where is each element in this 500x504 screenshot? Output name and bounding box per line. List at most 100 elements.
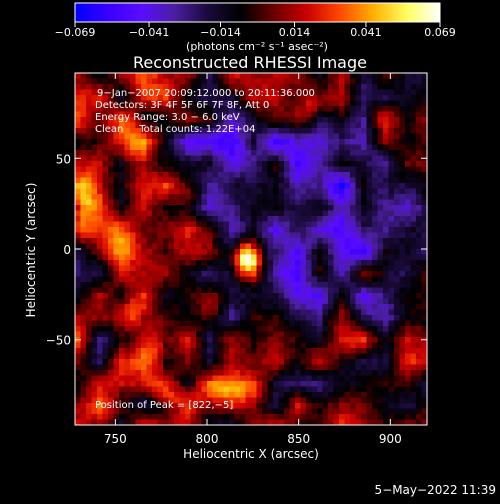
- heatmap-cell: [218, 150, 224, 156]
- heatmap-cell: [333, 122, 340, 129]
- heatmap-cell: [289, 392, 296, 398]
- heatmap-cell: [399, 194, 406, 200]
- heatmap-cell: [223, 221, 230, 228]
- heatmap-cell: [344, 282, 351, 288]
- heatmap-cell: [333, 392, 340, 398]
- heatmap-cell: [168, 128, 175, 134]
- heatmap-cell: [190, 221, 197, 228]
- heatmap-cell: [102, 194, 109, 200]
- heatmap-cell: [196, 243, 202, 250]
- heatmap-cell: [366, 210, 373, 217]
- heatmap-cell: [339, 117, 345, 123]
- heatmap-cell: [388, 414, 395, 420]
- heatmap-cell: [300, 144, 307, 151]
- heatmap-cell: [306, 287, 312, 294]
- heatmap-cell: [245, 403, 252, 409]
- heatmap-cell: [108, 271, 114, 277]
- heatmap-cell: [366, 194, 373, 200]
- heatmap-cell: [130, 397, 136, 404]
- heatmap-cell: [289, 84, 296, 90]
- heatmap-cell: [174, 392, 180, 398]
- heatmap-cell: [185, 205, 191, 211]
- heatmap-cell: [135, 287, 142, 294]
- heatmap-cell: [146, 73, 153, 79]
- heatmap-cell: [256, 392, 263, 398]
- heatmap-cell: [240, 304, 246, 310]
- heatmap-cell: [399, 139, 406, 145]
- heatmap-cell: [410, 408, 417, 415]
- heatmap-cell: [102, 337, 109, 343]
- heatmap-cell: [333, 89, 340, 96]
- heatmap-cell: [157, 282, 164, 288]
- heatmap-cell: [163, 95, 169, 101]
- heatmap-cell: [97, 403, 103, 409]
- heatmap-cell: [108, 227, 114, 233]
- heatmap-cell: [163, 359, 169, 365]
- heatmap-cell: [311, 287, 318, 294]
- heatmap-cell: [328, 205, 334, 211]
- heatmap-cell: [86, 216, 92, 222]
- heatmap-cell: [108, 375, 114, 382]
- heatmap-cell: [366, 100, 373, 107]
- heatmap-cell: [108, 392, 114, 398]
- heatmap-cell: [344, 265, 351, 272]
- heatmap-cell: [388, 205, 395, 211]
- heatmap-cell: [80, 133, 87, 140]
- heatmap-cell: [388, 293, 395, 299]
- heatmap-cell: [130, 133, 136, 140]
- heatmap-cell: [75, 216, 81, 222]
- heatmap-cell: [245, 375, 252, 382]
- heatmap-cell: [91, 348, 98, 354]
- heatmap-cell: [284, 194, 290, 200]
- heatmap-cell: [80, 309, 87, 316]
- heatmap-cell: [306, 122, 312, 129]
- heatmap-cell: [168, 238, 175, 244]
- heatmap-cell: [405, 221, 411, 228]
- heatmap-cell: [306, 155, 312, 162]
- heatmap-cell: [124, 188, 131, 195]
- heatmap-cell: [350, 238, 356, 244]
- heatmap-cell: [234, 133, 241, 140]
- heatmap-cell: [245, 276, 252, 283]
- heatmap-cell: [262, 199, 268, 206]
- heatmap-cell: [372, 238, 378, 244]
- heatmap-cell: [388, 315, 395, 321]
- heatmap-cell: [273, 408, 279, 415]
- heatmap-cell: [119, 188, 125, 195]
- heatmap-cell: [355, 276, 362, 283]
- heatmap-cell: [262, 216, 268, 222]
- heatmap-cell: [102, 304, 109, 310]
- heatmap-cell: [86, 155, 92, 162]
- heatmap-cell: [328, 320, 334, 327]
- heatmap-cell: [97, 408, 103, 415]
- heatmap-cell: [344, 122, 351, 129]
- heatmap-cell: [80, 348, 87, 354]
- heatmap-cell: [328, 375, 334, 382]
- heatmap-cell: [240, 84, 246, 90]
- heatmap-cell: [295, 298, 301, 305]
- heatmap-cell: [124, 419, 131, 426]
- heatmap-cell: [361, 150, 367, 156]
- heatmap-cell: [289, 326, 296, 332]
- heatmap-cell: [124, 364, 131, 371]
- heatmap-cell: [383, 320, 389, 327]
- heatmap-cell: [86, 199, 92, 206]
- heatmap-cell: [383, 227, 389, 233]
- heatmap-cell: [229, 326, 235, 332]
- heatmap-cell: [113, 342, 120, 349]
- heatmap-cell: [91, 183, 98, 189]
- heatmap-cell: [245, 84, 252, 90]
- heatmap-cell: [251, 348, 257, 354]
- heatmap-cell: [388, 166, 395, 173]
- heatmap-cell: [179, 84, 186, 90]
- heatmap-cell: [410, 260, 417, 266]
- heatmap-cell: [284, 397, 290, 404]
- heatmap-cell: [355, 375, 362, 382]
- heatmap-cell: [152, 337, 158, 343]
- heatmap-cell: [102, 397, 109, 404]
- heatmap-cell: [207, 144, 213, 151]
- heatmap-cell: [234, 243, 241, 250]
- heatmap-cell: [75, 117, 81, 123]
- heatmap-cell: [179, 194, 186, 200]
- heatmap-cell: [196, 271, 202, 277]
